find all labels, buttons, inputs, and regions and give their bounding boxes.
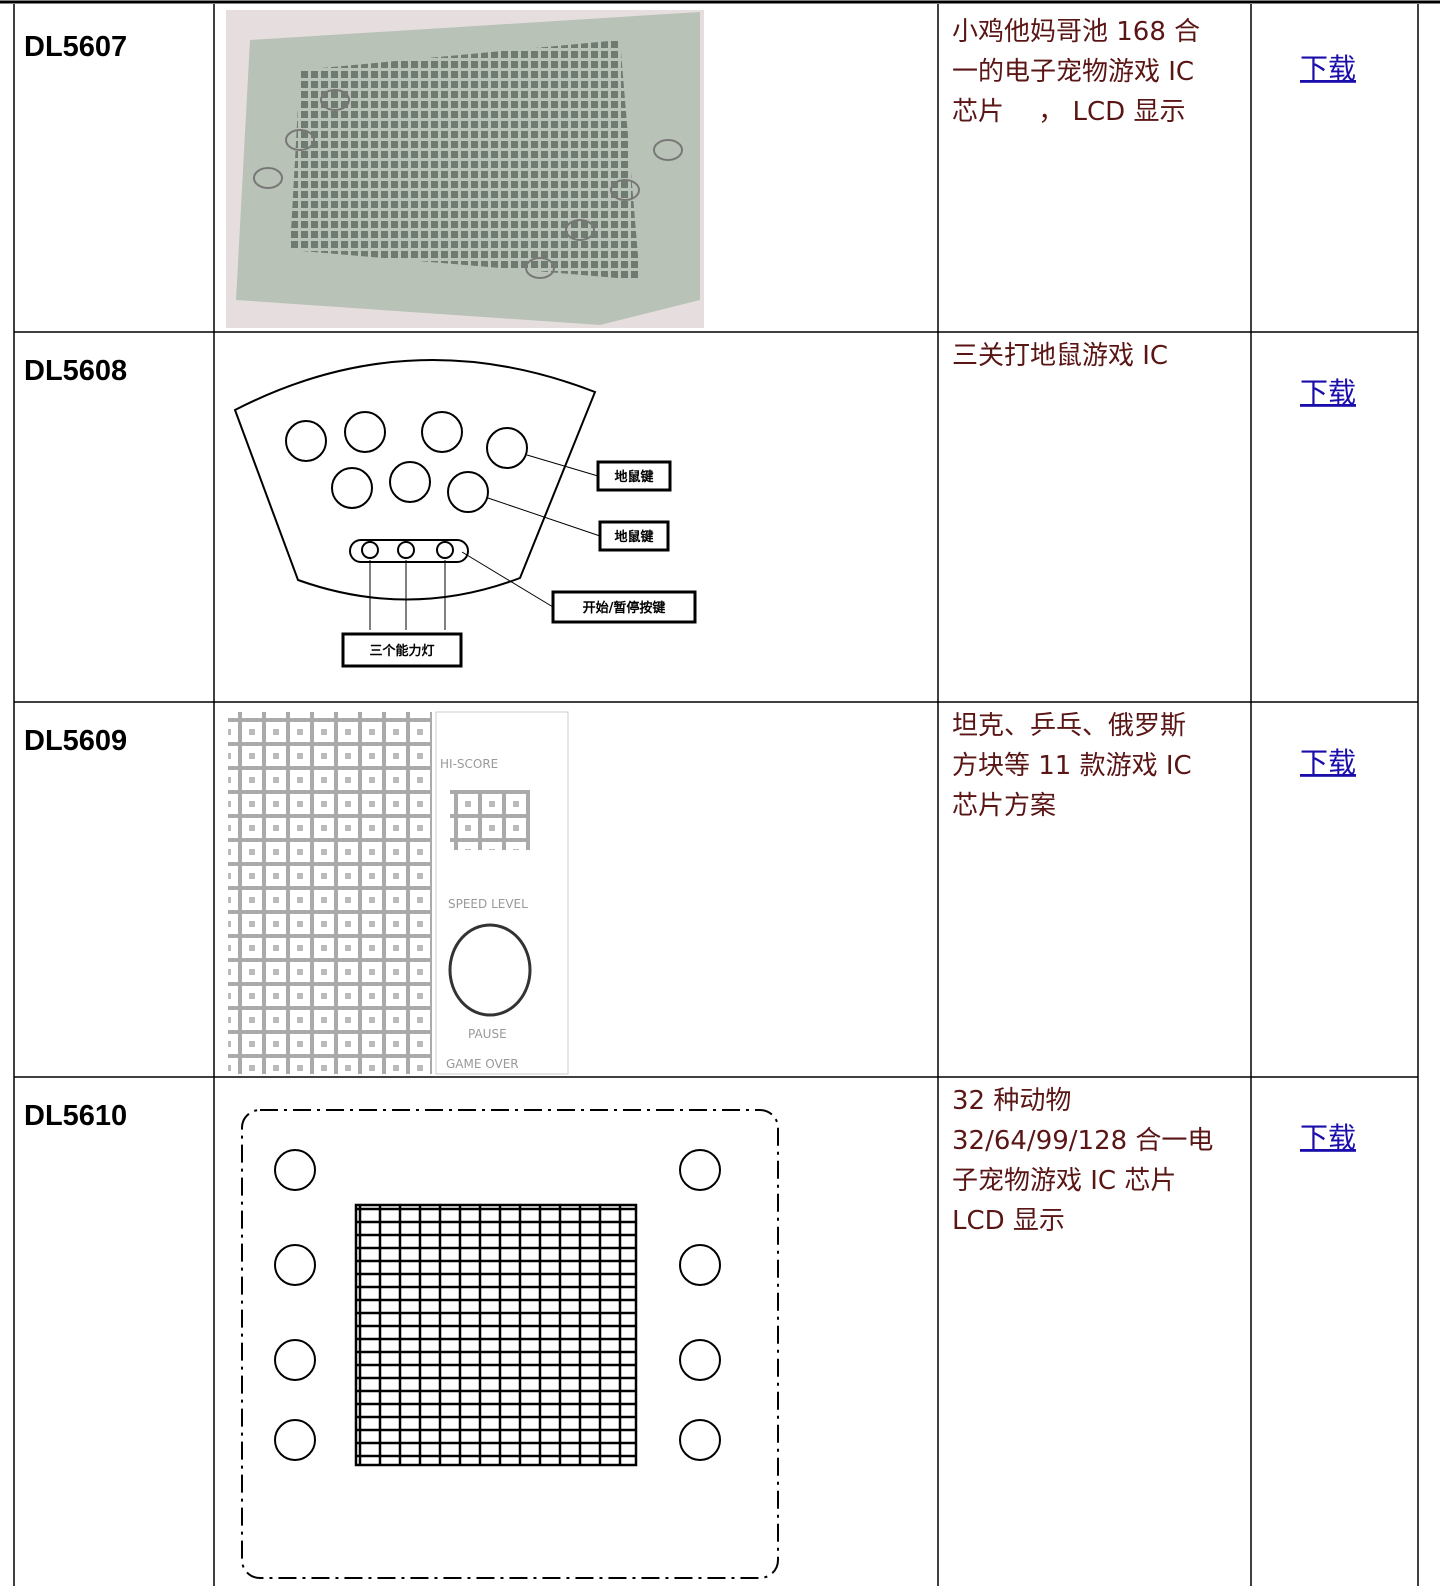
icon-right [679,1244,721,1286]
icon-left [274,1149,316,1191]
light-bar [349,539,469,563]
matrix [228,712,432,1074]
mole-face [285,420,327,462]
callout-box [551,590,697,624]
item-description: 小鸡他妈哥池 168 合 [952,17,1200,47]
item-description: 32/64/99/128 合一电 [952,1126,1213,1156]
item-description: 方块等 11 款游戏 IC [952,751,1192,781]
lcd-dots [290,40,640,280]
icon-right [679,1339,721,1381]
light [361,541,379,559]
panel-label: SPEED LEVEL [448,897,528,911]
lcd-icon [610,179,640,201]
item-description: 芯片 ， LCD 显示 [952,97,1185,127]
icon-right [679,1419,721,1461]
light [436,541,454,559]
item-description: 三关打地鼠游戏 IC [952,341,1168,371]
panel-label: GAME OVER [446,1057,519,1071]
fan-outline [233,359,597,601]
icon-left [274,1339,316,1381]
lcd-icon [565,219,595,241]
icon-left [274,1244,316,1286]
download-link[interactable]: 下载 [1300,1121,1356,1154]
callout-label: 开始/暂停按键 [583,600,666,616]
light [397,541,415,559]
lcd-icon [525,257,555,279]
lcd-frame [241,1109,779,1579]
icon-left [274,1419,316,1461]
icon-right [679,1149,721,1191]
mole-face [389,461,431,503]
mole-face [331,467,373,509]
item-image [241,1109,779,1579]
item-description: 坦克、乒乓、俄罗斯 [952,711,1186,741]
download-link[interactable]: 下载 [1300,746,1356,779]
lcd-icon [320,89,350,111]
item-code: DL5608 [24,355,127,387]
item-description: 芯片方案 [952,791,1056,821]
mole-face [486,427,528,469]
callout-box [598,520,670,552]
item-code: DL5607 [24,31,127,63]
callout-label: 三个能力灯 [369,643,434,659]
callout-line [526,454,599,477]
mascot [448,923,532,1017]
callout-label: 地鼠键 [614,469,653,485]
panel-label: HI-SCORE [440,757,498,771]
item-code: DL5609 [24,725,127,757]
item-code: DL5610 [24,1100,127,1132]
download-link[interactable]: 下载 [1300,52,1356,85]
callout-line [461,551,554,608]
item-description: 32 种动物 [952,1086,1071,1116]
item-description: 一的电子宠物游戏 IC [952,57,1194,87]
lcd-grid [354,1203,638,1467]
item-description: LCD 显示 [952,1206,1065,1236]
download-link[interactable]: 下载 [1300,376,1356,409]
item-image: HI-SCORE SPEED LEVEL PAUSE GAME OVER [228,711,569,1075]
callout-label: 地鼠键 [614,529,653,545]
item-image [226,10,704,328]
next-block [450,790,530,850]
lcd-icon [653,139,683,161]
callout-box [341,632,463,668]
item-description: 子宠物游戏 IC 芯片 [952,1166,1176,1196]
lcd-icon [285,129,315,151]
mole-face [421,411,463,453]
panel [435,711,569,1075]
callout-line [487,497,601,537]
mole-face [447,471,489,513]
panel-label: PAUSE [468,1027,507,1041]
lcd-icon [253,167,283,189]
mole-face [344,411,386,453]
